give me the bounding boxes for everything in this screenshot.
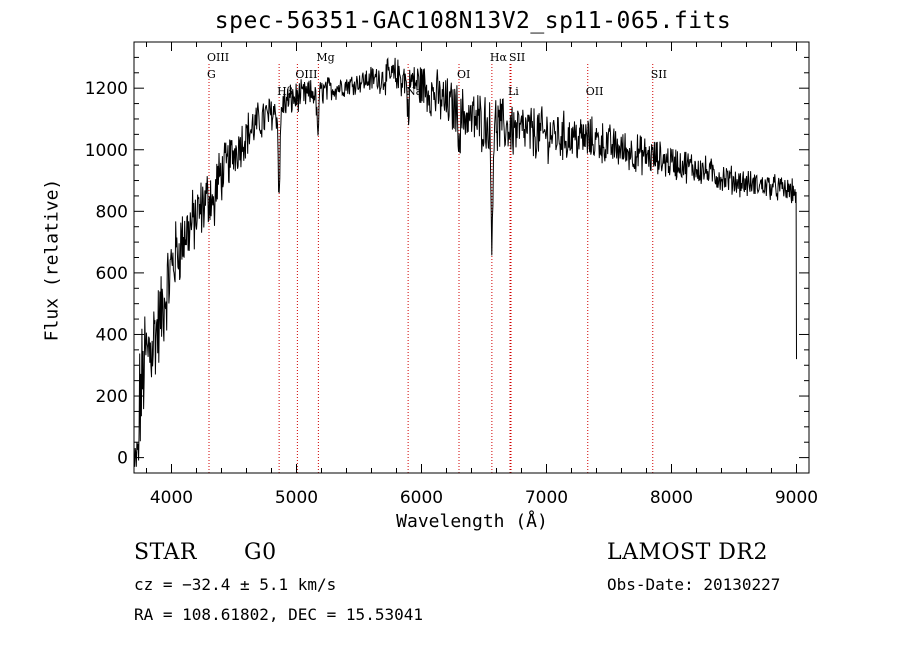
y-axis-label: Flux (relative)	[41, 178, 63, 342]
y-tick-label: 600	[96, 264, 128, 284]
marker-label: OII	[586, 85, 604, 98]
marker-label: G	[207, 68, 216, 81]
y-tick-label: 200	[96, 387, 128, 407]
x-tick-label: 7000	[525, 488, 568, 508]
marker-label: Li	[508, 85, 519, 98]
x-tick-label: 6000	[400, 488, 443, 508]
y-tick-label: 1000	[85, 141, 128, 161]
x-tick-label: 4000	[150, 488, 193, 508]
spectrum-line	[134, 57, 797, 467]
spectrum-series	[134, 57, 797, 467]
x-axis-label: Wavelength (Å)	[396, 511, 548, 532]
marker-label: SII	[651, 68, 667, 81]
x-tick-label: 9000	[775, 488, 818, 508]
chart-title: spec-56351-GAC108N13V2_sp11-065.fits	[214, 8, 732, 34]
marker-label: OIII	[207, 51, 229, 64]
line-markers	[208, 64, 654, 473]
coordinates: RA = 108.61802, DEC = 15.53041	[134, 605, 423, 624]
object-subclass: G0	[244, 540, 277, 565]
marker-label: OI	[457, 68, 470, 81]
y-tick-label: 400	[96, 325, 128, 345]
y-tick-label: 1200	[85, 79, 128, 99]
y-tick-label: 800	[96, 202, 128, 222]
survey-name: LAMOST DR2	[607, 540, 768, 565]
marker-label: Mg	[316, 51, 334, 64]
axis-ticks: 4000 5000 6000 7000 8000 9000 0 200 400 600 800 100…	[85, 42, 818, 508]
x-tick-label: 5000	[275, 488, 318, 508]
marker-label: Hα	[490, 51, 508, 64]
redshift-cz: cz = −32.4 ± 5.1 km/s	[134, 575, 337, 594]
marker-label: Hβ	[277, 85, 293, 98]
x-tick-label: 8000	[650, 488, 693, 508]
marker-label: OIII	[295, 68, 317, 81]
y-tick-label: 0	[117, 449, 128, 469]
marker-label: Na	[406, 85, 423, 98]
object-class: STAR	[134, 540, 197, 565]
marker-label: SII	[509, 51, 525, 64]
observation-date: Obs-Date: 20130227	[607, 575, 781, 594]
